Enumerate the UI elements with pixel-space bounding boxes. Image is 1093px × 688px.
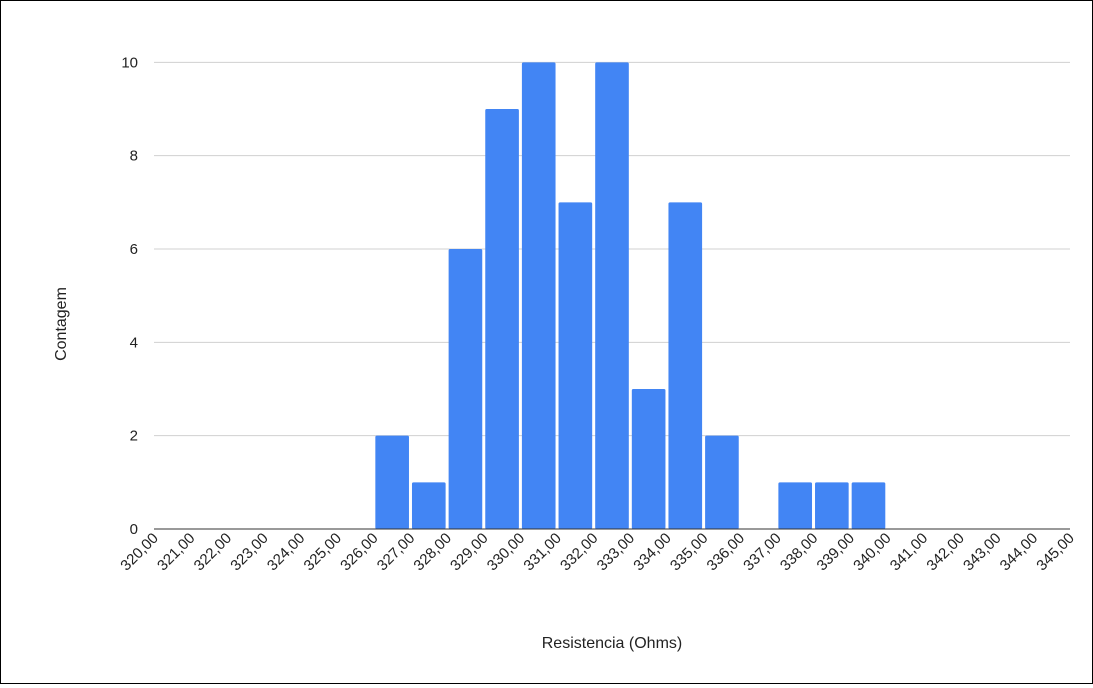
y-tick-label: 2	[130, 428, 138, 445]
x-tick-label: 342,00	[923, 530, 967, 574]
y-tick-label: 4	[130, 334, 138, 351]
x-tick-label: 332,00	[557, 530, 601, 574]
y-tick-label: 6	[130, 241, 138, 258]
histogram-bar	[521, 62, 556, 529]
histogram-bar	[815, 482, 849, 529]
x-tick-label: 329,00	[447, 530, 491, 574]
histogram-bar	[668, 202, 703, 530]
x-tick-label: 340,00	[850, 530, 894, 574]
histogram-bar	[558, 202, 593, 530]
x-tick-label: 325,00	[301, 530, 345, 574]
y-tick-label: 8	[130, 148, 138, 165]
y-tick-label: 10	[121, 54, 138, 71]
x-tick-label: 321,00	[154, 530, 198, 574]
x-tick-label: 335,00	[667, 530, 711, 574]
x-tick-label: 322,00	[191, 530, 235, 574]
x-tick-label: 341,00	[887, 530, 931, 574]
x-tick-label: 328,00	[410, 530, 454, 574]
y-axis-ticks: 0 2 4 6 8 10	[121, 54, 138, 538]
histogram-bar	[778, 482, 813, 529]
histogram-bar	[485, 109, 519, 529]
x-tick-label: 344,00	[997, 530, 1041, 574]
histogram-bar	[411, 482, 446, 529]
x-tick-label: 323,00	[227, 530, 271, 574]
histogram-bar	[595, 62, 629, 529]
histogram-bar	[375, 435, 409, 529]
x-tick-label: 320,00	[117, 530, 161, 574]
histogram-bar	[851, 482, 886, 529]
histogram-bar	[448, 249, 483, 529]
x-tick-label: 337,00	[740, 530, 784, 574]
bars	[375, 62, 886, 530]
x-tick-label: 327,00	[374, 530, 418, 574]
x-axis-ticks: 320,00321,00322,00323,00324,00325,00326,…	[117, 530, 1077, 574]
x-tick-label: 330,00	[484, 530, 528, 574]
x-tick-label: 336,00	[704, 530, 748, 574]
x-tick-label: 331,00	[520, 530, 564, 574]
y-tick-label: 0	[130, 521, 138, 538]
x-tick-label: 339,00	[814, 530, 858, 574]
y-axis-title: Contagem	[53, 287, 70, 361]
x-tick-label: 326,00	[337, 530, 381, 574]
x-axis-title: Resistencia (Ohms)	[542, 635, 682, 652]
x-tick-label: 345,00	[1033, 530, 1077, 574]
x-tick-label: 333,00	[594, 530, 638, 574]
histogram-bar	[631, 389, 666, 529]
x-tick-label: 324,00	[264, 530, 308, 574]
histogram-bar	[705, 435, 739, 529]
x-tick-label: 343,00	[960, 530, 1004, 574]
x-tick-label: 334,00	[630, 530, 674, 574]
x-tick-label: 338,00	[777, 530, 821, 574]
